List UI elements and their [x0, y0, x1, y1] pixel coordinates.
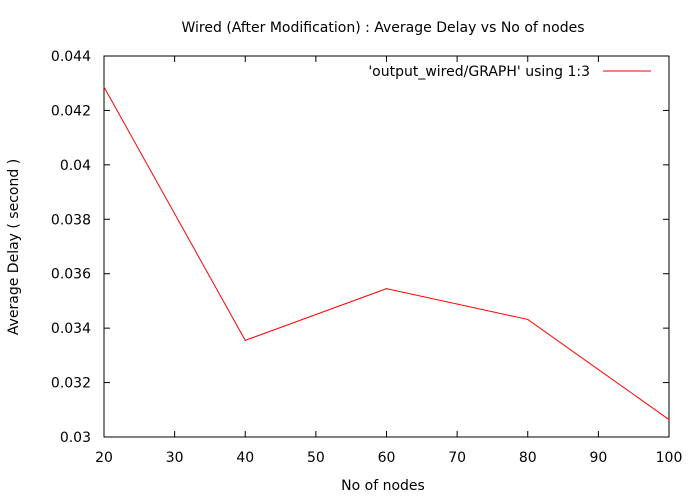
data-point [244, 339, 246, 341]
y-tick-label: 0.044 [51, 49, 91, 65]
x-tick-label: 50 [307, 450, 325, 466]
series-line [103, 86, 670, 420]
y-axis-ticks: 0.03 0.032 0.034 0.036 0.038 0.04 0.042 0.044 [51, 49, 669, 446]
data-point [385, 288, 388, 290]
y-tick-label: 0.042 [51, 103, 91, 119]
y-axis-label: Average Delay ( second ) [6, 159, 22, 335]
x-axis-ticks: 20 30 40 50 60 70 80 90 100 [95, 56, 682, 466]
chart-title: Wired (After Modification) : Average Del… [182, 20, 585, 36]
x-tick-label: 20 [95, 450, 113, 466]
x-axis-label: No of nodes [341, 478, 425, 494]
x-tick-label: 90 [589, 450, 607, 466]
x-tick-label: 80 [519, 450, 537, 466]
data-point [668, 418, 670, 421]
y-tick-label: 0.03 [60, 430, 91, 446]
series-group [103, 86, 670, 421]
y-tick-label: 0.034 [51, 321, 91, 337]
y-tick-label: 0.04 [60, 158, 91, 174]
data-point [103, 86, 105, 88]
x-tick-label: 40 [236, 450, 254, 466]
x-tick-label: 70 [448, 450, 466, 466]
data-point [527, 318, 529, 321]
x-tick-label: 30 [166, 450, 184, 466]
x-tick-label: 100 [656, 450, 683, 466]
y-tick-label: 0.038 [51, 212, 91, 228]
plot-area-border [103, 55, 670, 438]
x-tick-label: 60 [378, 450, 396, 466]
y-tick-label: 0.036 [51, 267, 91, 283]
legend-label: 'output_wired/GRAPH' using 1:3 [368, 64, 590, 80]
legend: 'output_wired/GRAPH' using 1:3 [368, 64, 651, 80]
y-tick-label: 0.032 [51, 376, 91, 392]
